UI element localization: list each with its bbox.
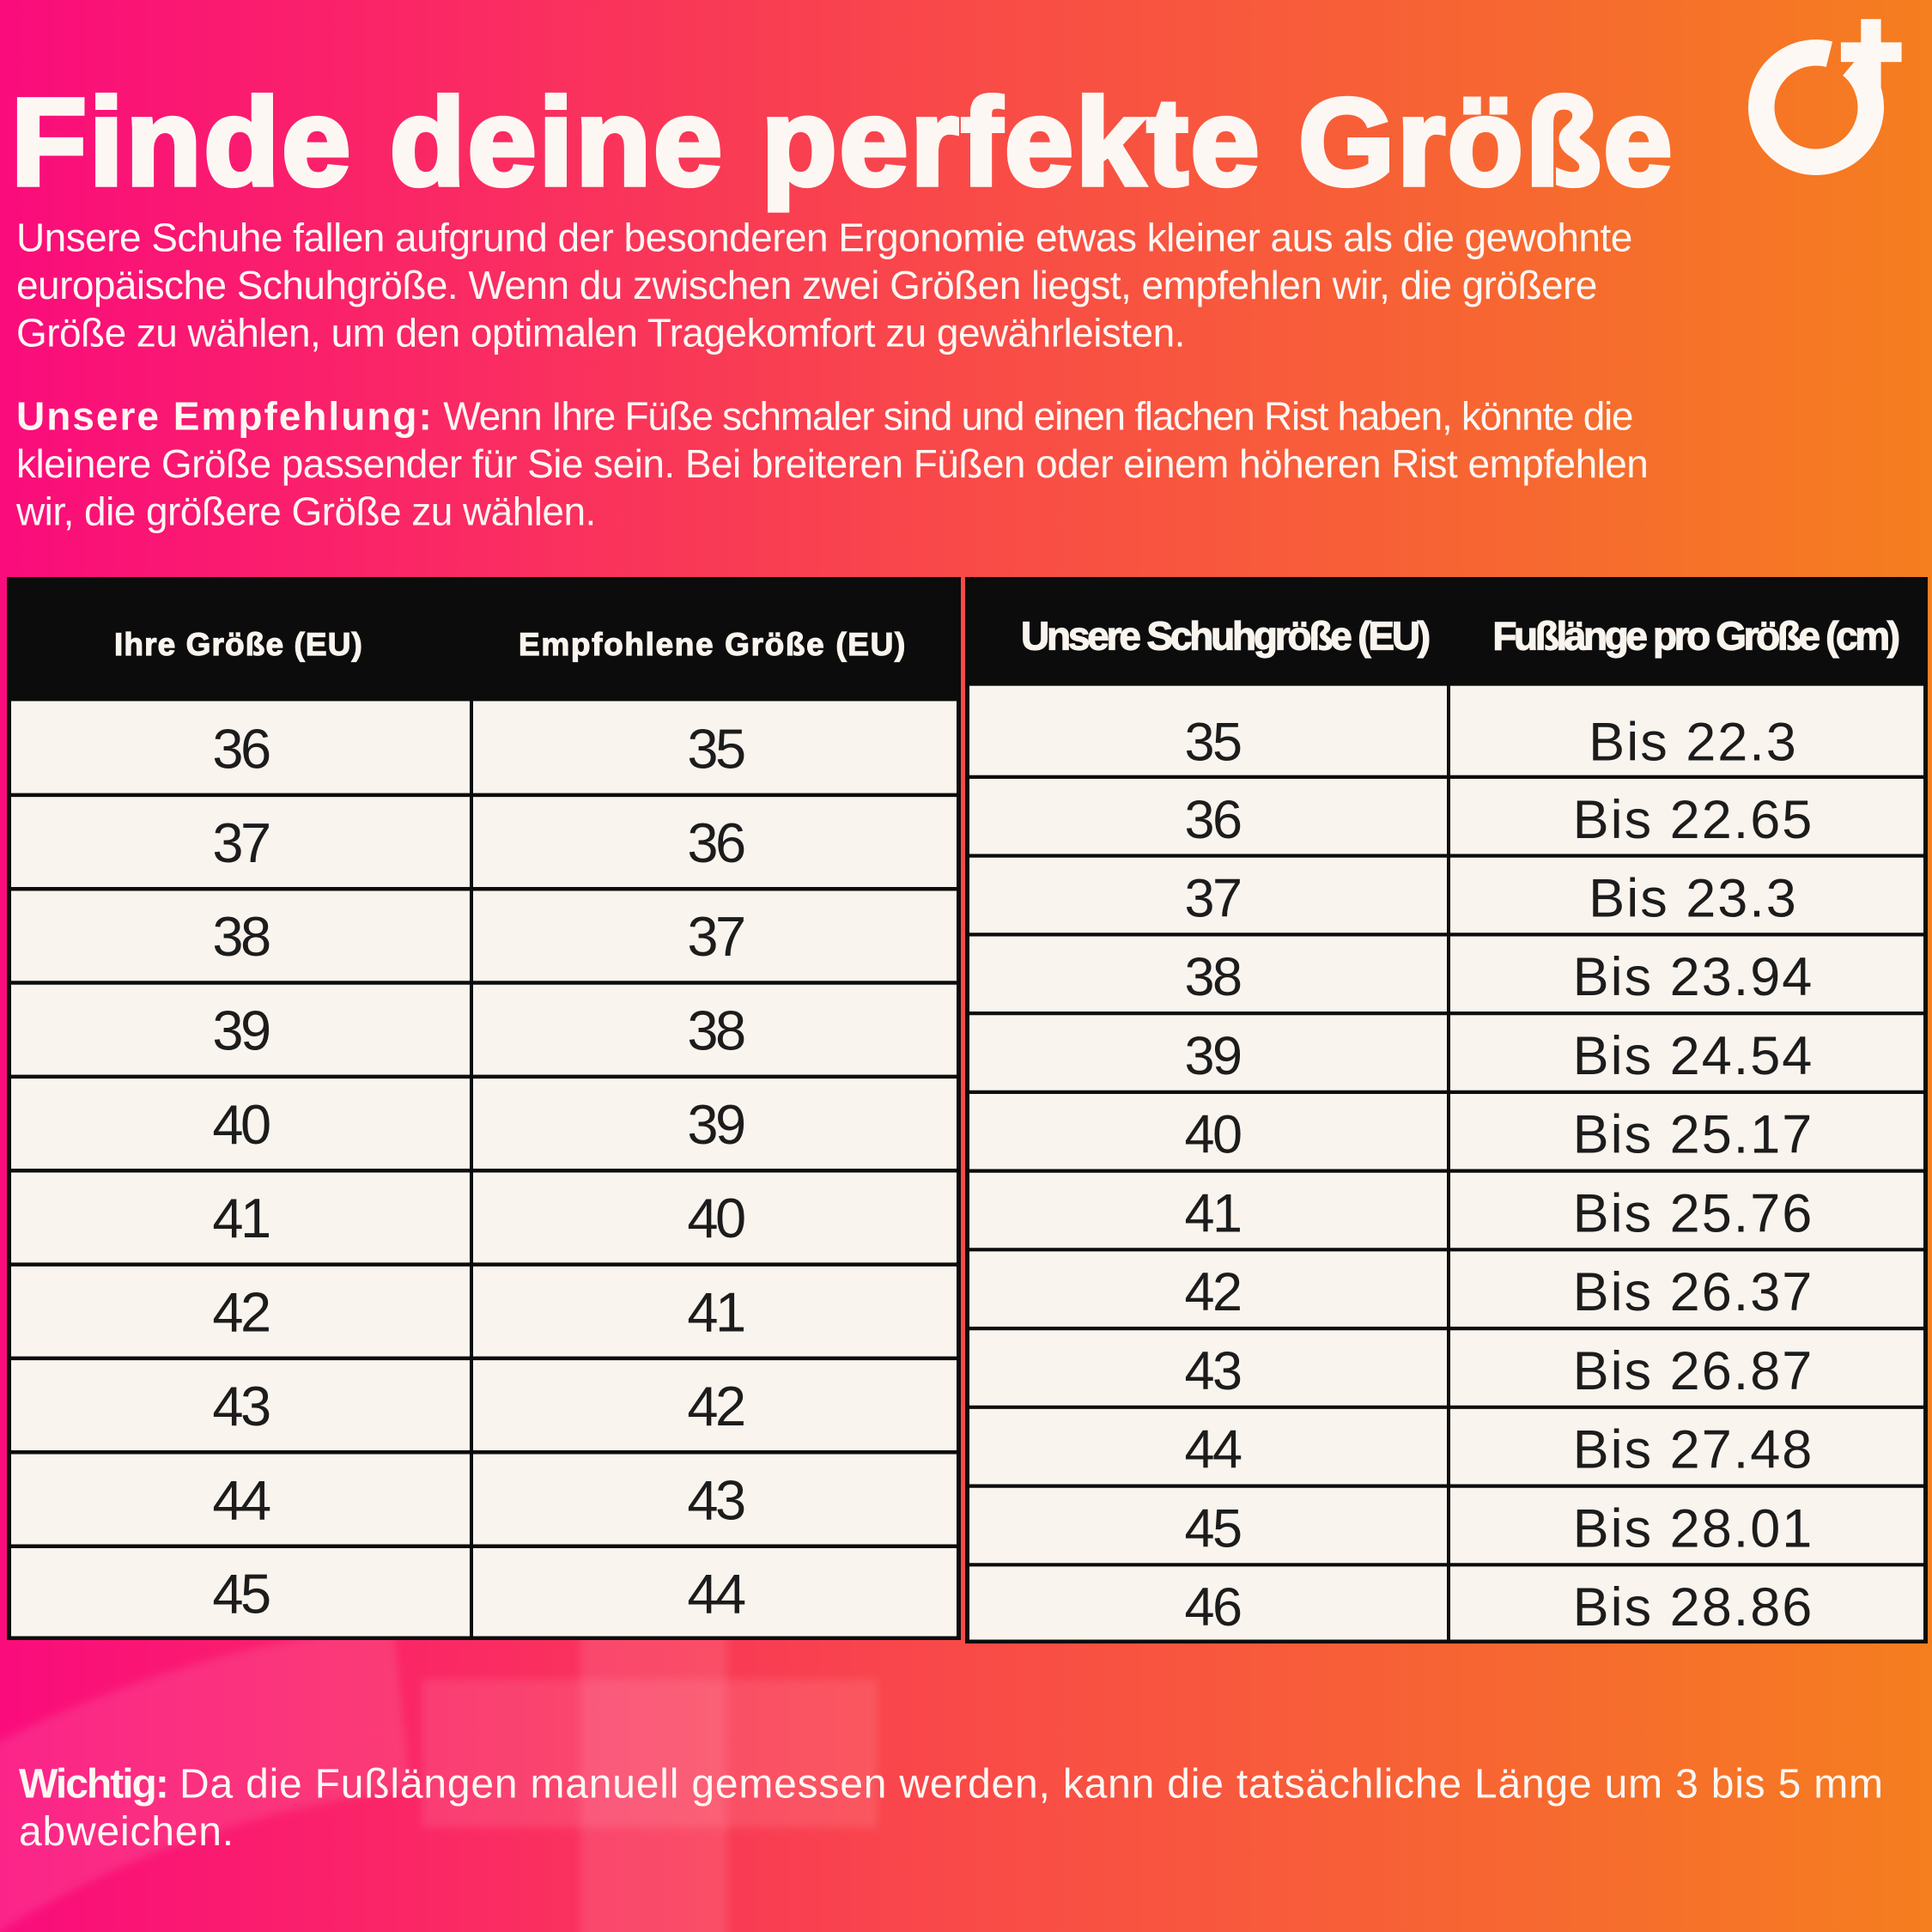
svg-text:Fußlänge pro Größe (cm): Fußlänge pro Größe (cm) <box>1492 614 1899 659</box>
svg-text:Unsere Schuhgröße (EU): Unsere Schuhgröße (EU) <box>1021 614 1430 659</box>
svg-text:Ihre Größe (EU): Ihre Größe (EU) <box>114 627 363 662</box>
svg-text:44: 44 <box>212 1468 270 1531</box>
svg-text:46: 46 <box>1184 1577 1241 1637</box>
svg-text:Bis 26.37: Bis 26.37 <box>1573 1262 1814 1322</box>
svg-text:39: 39 <box>687 1093 744 1156</box>
svg-text:abweichen.: abweichen. <box>19 1809 234 1855</box>
svg-text:europäische Schuhgröße. Wenn d: europäische Schuhgröße. Wenn du zwischen… <box>16 263 1597 307</box>
svg-text:40: 40 <box>1184 1105 1241 1165</box>
svg-text:42: 42 <box>687 1375 744 1437</box>
svg-text:45: 45 <box>1184 1498 1241 1558</box>
svg-text:36: 36 <box>212 718 270 781</box>
svg-text:40: 40 <box>212 1093 270 1156</box>
svg-text:Bis 22.3: Bis 22.3 <box>1589 713 1798 773</box>
svg-text:Bis 23.3: Bis 23.3 <box>1589 869 1798 929</box>
svg-text:36: 36 <box>1184 790 1241 850</box>
svg-text:kleinere Größe passender für S: kleinere Größe passender für Sie sein. B… <box>16 441 1648 486</box>
svg-text:Bis 26.87: Bis 26.87 <box>1573 1341 1814 1401</box>
svg-text:Bis 23.94: Bis 23.94 <box>1573 947 1814 1007</box>
svg-text:42: 42 <box>1184 1262 1240 1322</box>
svg-text:44: 44 <box>1184 1420 1242 1480</box>
svg-text:41: 41 <box>212 1187 269 1249</box>
svg-text:41: 41 <box>1184 1184 1240 1244</box>
svg-text:37: 37 <box>687 905 744 968</box>
svg-text:38: 38 <box>1184 947 1241 1007</box>
svg-text:Bis 27.48: Bis 27.48 <box>1573 1420 1814 1480</box>
svg-text:Bis 25.17: Bis 25.17 <box>1573 1105 1814 1165</box>
svg-text:44: 44 <box>687 1563 745 1625</box>
svg-text:Bis 24.54: Bis 24.54 <box>1573 1026 1814 1086</box>
svg-text:38: 38 <box>687 999 744 1062</box>
svg-text:Wichtig: Da die Fußlängen manu: Wichtig: Da die Fußlängen manuell gemess… <box>19 1762 1884 1807</box>
svg-text:Empfohlene Größe (EU): Empfohlene Größe (EU) <box>519 627 907 662</box>
svg-text:Bis 28.01: Bis 28.01 <box>1573 1498 1814 1558</box>
svg-text:Unsere Empfehlung: Wenn Ihre F: Unsere Empfehlung: Wenn Ihre Füße schmal… <box>16 394 1632 439</box>
svg-text:43: 43 <box>212 1375 270 1437</box>
svg-text:39: 39 <box>212 999 270 1062</box>
svg-text:Finde deine perfekte Größe: Finde deine perfekte Größe <box>11 73 1674 211</box>
svg-text:39: 39 <box>1184 1026 1241 1086</box>
svg-text:Bis 22.65: Bis 22.65 <box>1573 790 1814 850</box>
svg-text:35: 35 <box>1184 713 1241 773</box>
svg-text:43: 43 <box>687 1468 744 1531</box>
svg-text:Größe zu wählen, um den optima: Größe zu wählen, um den optimalen Tragek… <box>16 311 1185 355</box>
svg-text:36: 36 <box>687 811 744 874</box>
svg-text:37: 37 <box>1184 869 1240 929</box>
svg-text:43: 43 <box>1184 1341 1241 1401</box>
svg-text:wir, die größere Größe zu wähl: wir, die größere Größe zu wählen. <box>15 489 596 534</box>
svg-text:45: 45 <box>212 1563 270 1625</box>
svg-text:41: 41 <box>687 1281 744 1344</box>
svg-text:Bis 25.76: Bis 25.76 <box>1573 1184 1814 1244</box>
svg-text:Unsere Schuhe fallen aufgrund: Unsere Schuhe fallen aufgrund der besond… <box>16 216 1632 260</box>
svg-text:37: 37 <box>212 811 269 874</box>
svg-text:38: 38 <box>212 905 270 968</box>
svg-text:40: 40 <box>687 1187 744 1249</box>
svg-text:42: 42 <box>212 1281 269 1344</box>
svg-text:Bis 28.86: Bis 28.86 <box>1573 1577 1814 1637</box>
svg-text:35: 35 <box>687 718 744 781</box>
